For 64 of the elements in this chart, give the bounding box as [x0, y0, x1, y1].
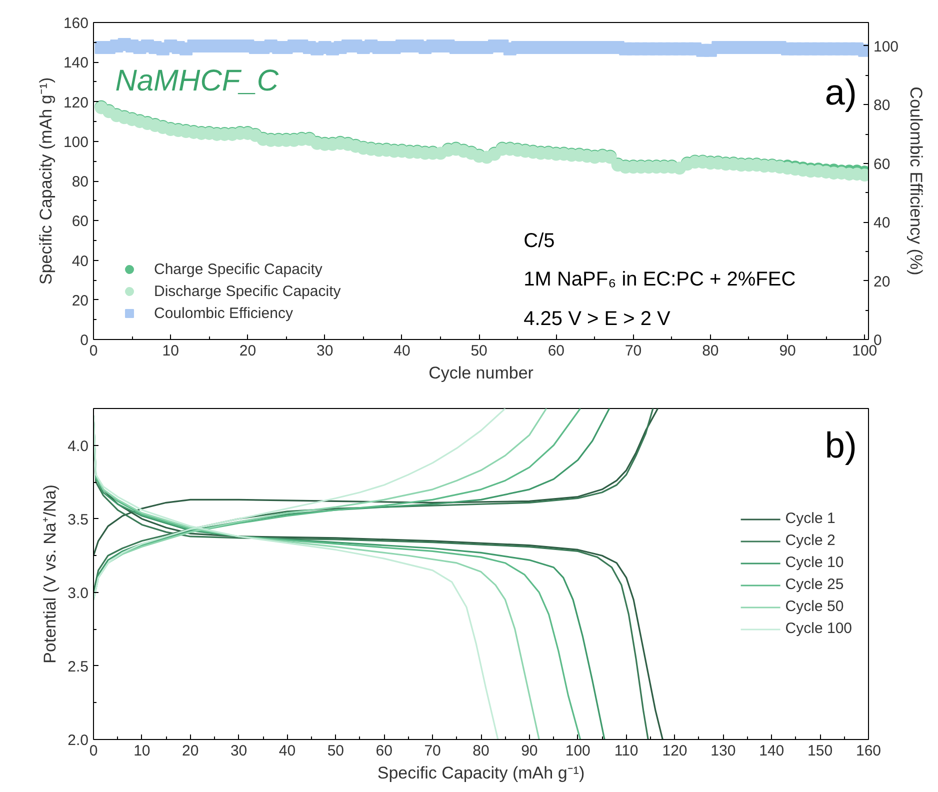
x-tick-label: 30	[230, 742, 248, 760]
x-tick-label: 10	[134, 742, 150, 760]
x-axis-title: Cycle number	[428, 364, 534, 382]
y2-axis-title: Coulombic Efficiency (%)	[906, 86, 926, 276]
y2-tick-label: 80	[874, 97, 890, 114]
x-tick-label: 70	[624, 342, 642, 360]
x-axis-title: Specific Capacity (mAh g⁻¹)	[377, 764, 585, 782]
legend-label: Cycle 10	[785, 553, 844, 572]
x-tick-label: 70	[424, 742, 441, 760]
x-tick-label: 60	[548, 342, 565, 360]
x-tick-label: 10	[162, 342, 179, 360]
y-tick-label: 80	[72, 174, 89, 190]
annotation: b)	[824, 424, 857, 466]
x-tick-label: 80	[702, 342, 719, 360]
y-tick-label: 3.5	[68, 511, 89, 528]
y-tick-label: 60	[72, 213, 89, 230]
y-axis-title: Potential (V vs. Na⁺/Na)	[40, 484, 60, 664]
y-tick-label: 160	[63, 15, 89, 32]
x-tick-label: 160	[856, 742, 882, 760]
x-tick-label: 20	[239, 342, 256, 360]
x-tick-label: 130	[710, 742, 736, 760]
y-tick-label: 40	[72, 252, 89, 270]
y-tick-label: 0	[80, 332, 88, 349]
x-tick-label: 20	[182, 742, 199, 760]
x-tick-label: 40	[394, 342, 410, 360]
y-tick-label: 2.5	[68, 658, 89, 676]
x-tick-label: 30	[316, 342, 334, 360]
x-tick-label: 100	[565, 742, 590, 760]
legend-label: Cycle 1	[785, 509, 836, 528]
legend-label: Cycle 100	[785, 619, 852, 638]
x-tick-label: 140	[759, 742, 784, 760]
y-axis-title: Specific Capacity (mAh g⁻¹)	[36, 77, 56, 285]
y2-tick-label: 40	[874, 214, 890, 232]
y2-tick-label: 20	[874, 273, 890, 290]
y-tick-label: 3.0	[68, 584, 89, 602]
x-tick-label: 150	[808, 742, 833, 760]
legend-label: Coulombic Efficiency	[154, 304, 293, 323]
annotation: NaMHCF_C	[115, 64, 279, 98]
annotation: 4.25 V > E > 2 V	[524, 308, 672, 330]
x-tick-label: 110	[614, 742, 638, 760]
x-tick-label: 50	[327, 742, 344, 760]
annotation: C/5	[524, 230, 555, 252]
y-tick-label: 140	[63, 54, 89, 72]
y-tick-label: 4.0	[68, 438, 89, 455]
y2-tick-label: 100	[874, 38, 899, 56]
legend-label: Cycle 50	[785, 597, 844, 616]
y-tick-label: 120	[63, 94, 89, 112]
x-tick-label: 120	[662, 742, 688, 760]
legend-label: Charge Specific Capacity	[154, 260, 322, 279]
y2-tick-label: 60	[874, 156, 890, 173]
y-tick-label: 100	[63, 134, 89, 151]
legend-label: Cycle 2	[785, 531, 836, 550]
x-tick-label: 90	[779, 342, 796, 360]
annotation: 1M NaPF₆ in EC:PC + 2%FEC	[524, 268, 796, 290]
x-tick-label: 90	[521, 742, 538, 760]
y-tick-label: 2.0	[68, 732, 89, 749]
x-tick-label: 80	[472, 742, 490, 760]
y-tick-label: 20	[72, 292, 89, 310]
x-tick-label: 50	[470, 342, 488, 360]
x-tick-label: 40	[278, 742, 296, 760]
x-tick-label: 60	[376, 742, 392, 760]
legend-label: Discharge Specific Capacity	[154, 282, 341, 301]
annotation: a)	[824, 72, 857, 113]
legend-label: Cycle 25	[785, 575, 844, 594]
